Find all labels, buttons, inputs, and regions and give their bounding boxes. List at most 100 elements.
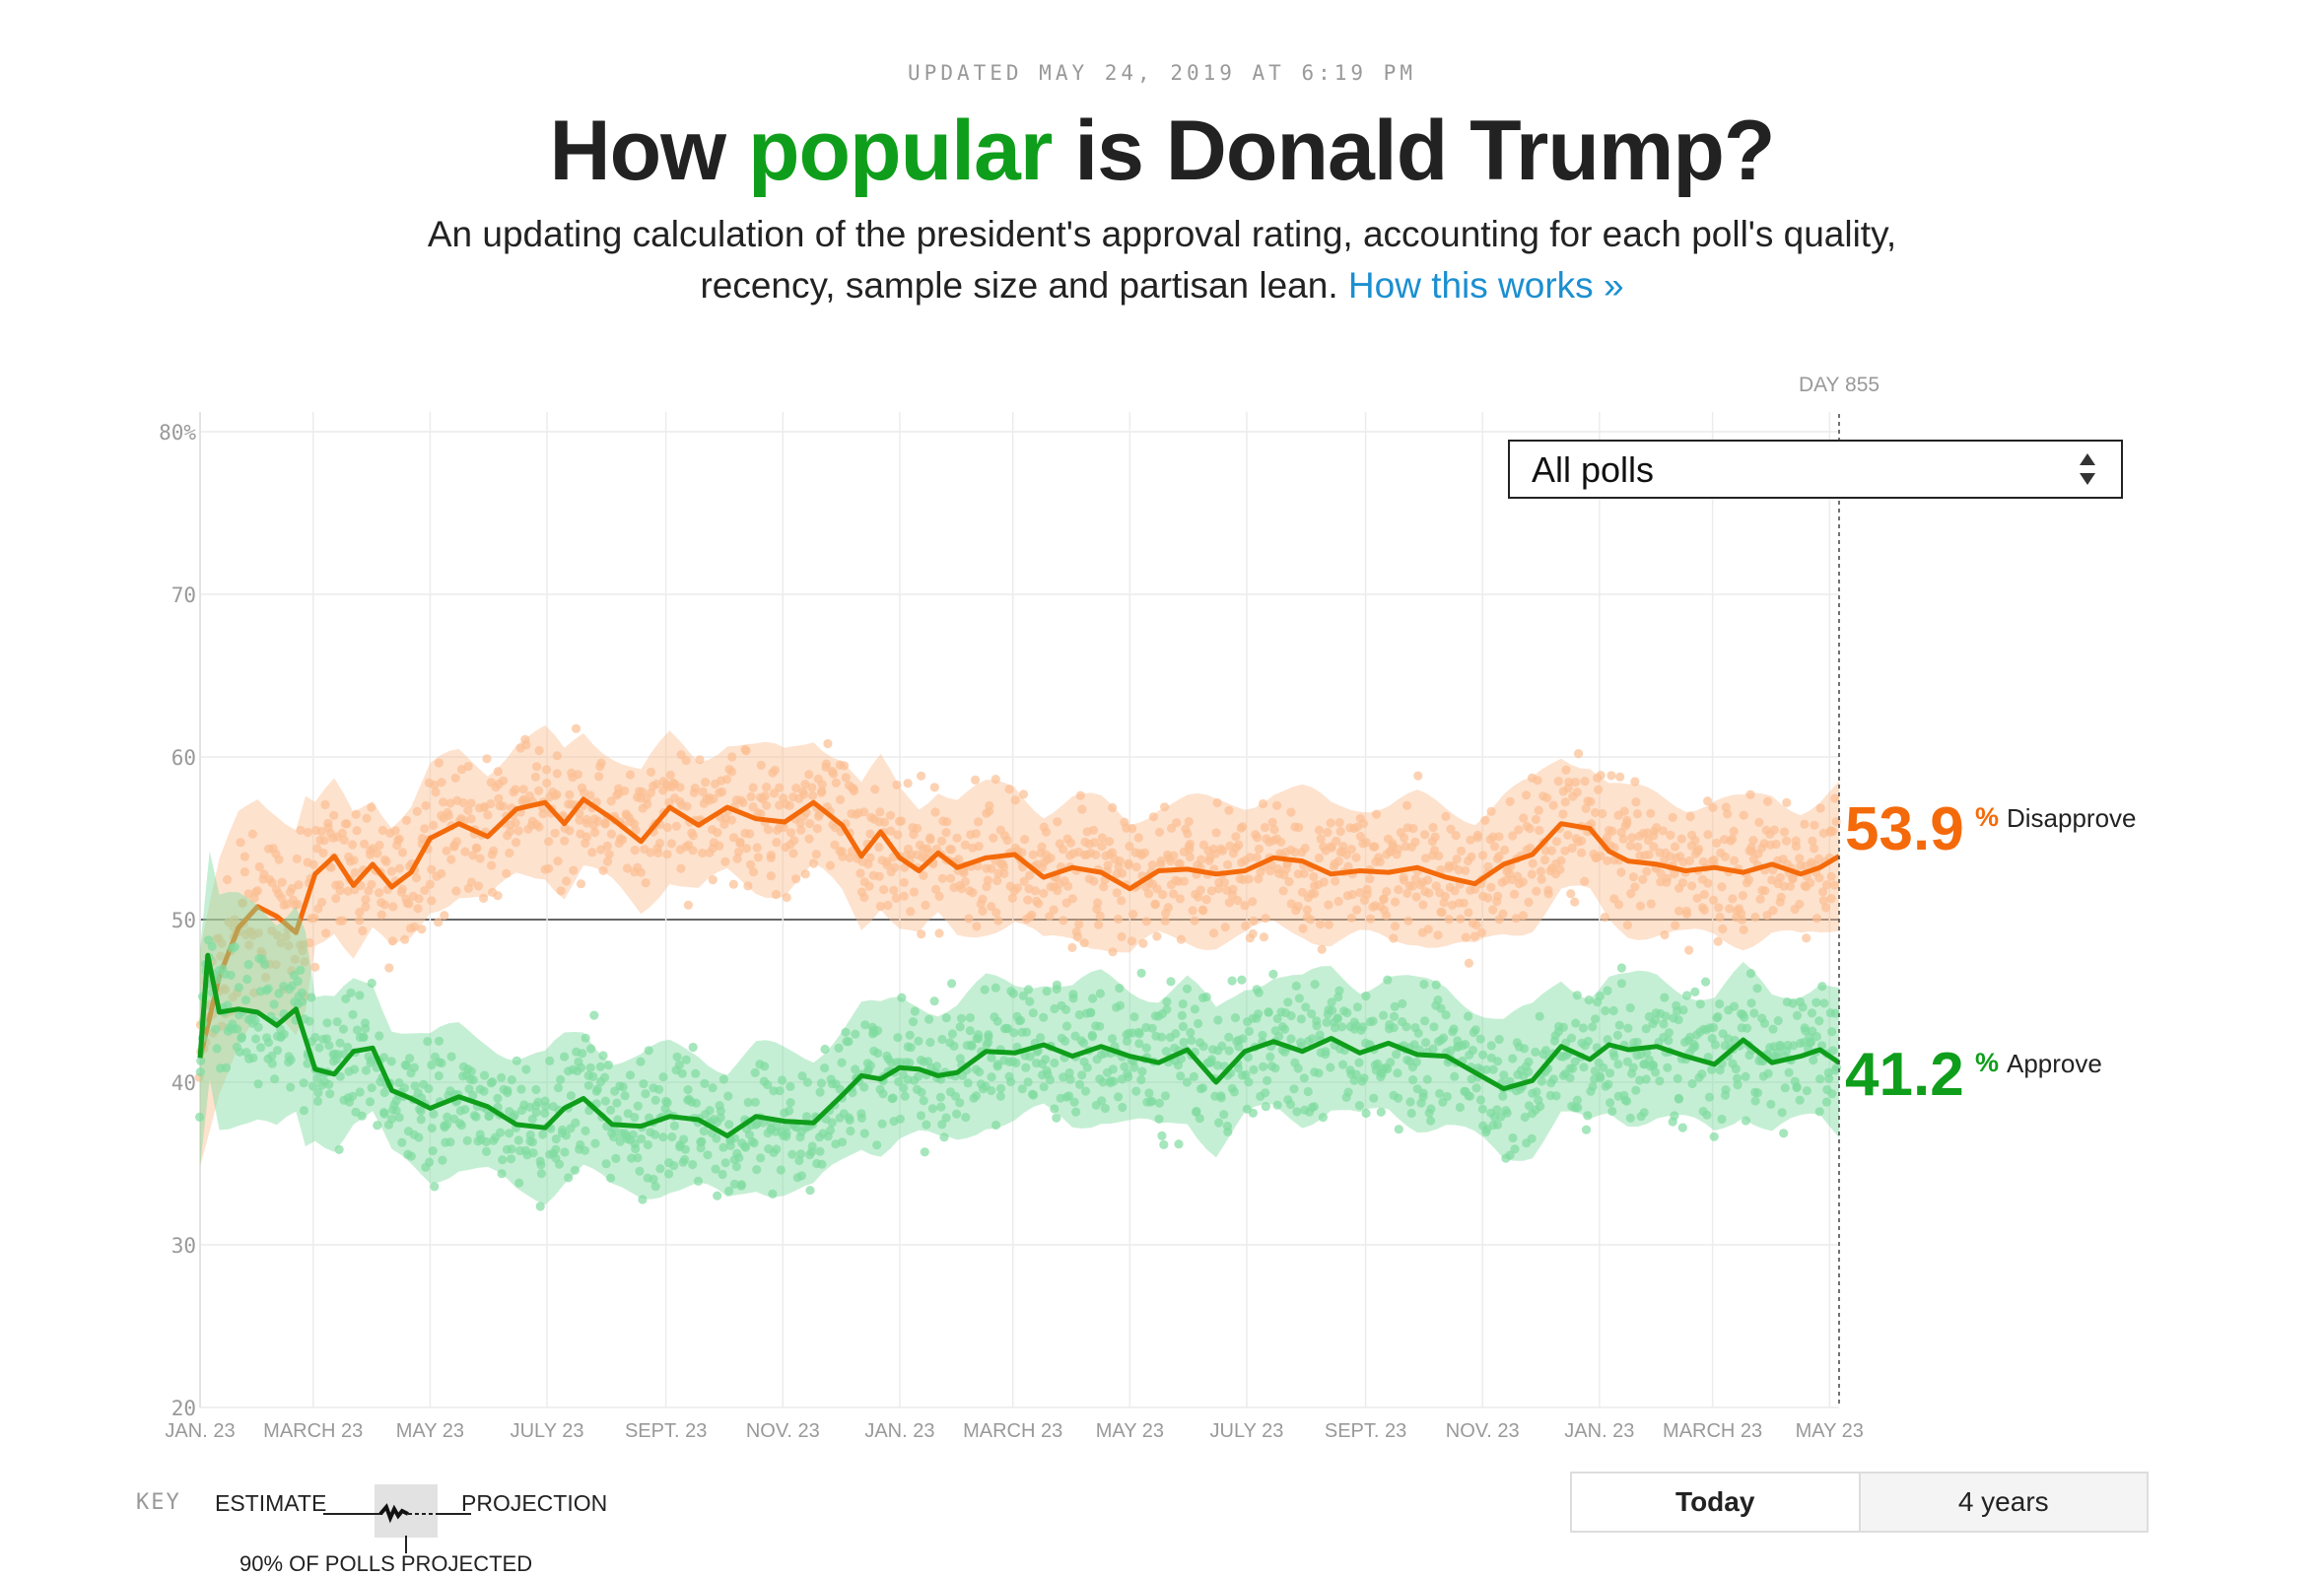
poll-dot [1355, 832, 1365, 842]
poll-dot [516, 1105, 527, 1116]
poll-filter-dropdown[interactable]: All polls [1508, 440, 2123, 499]
poll-dot [1254, 844, 1264, 855]
poll-dot [387, 1114, 397, 1124]
poll-dot [1739, 810, 1748, 820]
poll-dot [1586, 1086, 1596, 1096]
poll-dot [1392, 1050, 1401, 1060]
poll-dot [236, 838, 245, 848]
poll-dot [585, 1063, 595, 1072]
poll-dot [1241, 921, 1251, 931]
poll-dot [1690, 1042, 1700, 1052]
poll-dot [434, 1036, 444, 1046]
poll-dot [1109, 1076, 1119, 1086]
poll-dot [831, 778, 841, 788]
poll-dot [397, 884, 407, 894]
poll-dot [672, 1052, 682, 1062]
toggle-4-years[interactable]: 4 years [1858, 1474, 2147, 1531]
poll-dot [1022, 1027, 1032, 1037]
poll-dot [1150, 899, 1160, 910]
poll-dot [760, 1062, 770, 1071]
poll-dot [211, 1024, 221, 1034]
poll-dot [1580, 876, 1590, 886]
poll-dot [1253, 1009, 1264, 1019]
poll-dot [475, 1130, 485, 1139]
poll-dot [1213, 1061, 1223, 1070]
poll-dot [404, 899, 414, 909]
poll-dot [272, 930, 282, 940]
poll-dot [974, 1030, 984, 1040]
poll-dot [1577, 848, 1587, 857]
poll-dot [599, 1072, 610, 1082]
poll-dot [1670, 842, 1680, 852]
poll-dot [1178, 999, 1188, 1009]
poll-dot [644, 1046, 653, 1056]
poll-dot [1315, 920, 1326, 929]
poll-dot [1263, 1075, 1272, 1085]
poll-dot [1737, 915, 1747, 925]
poll-dot [1527, 1133, 1537, 1143]
poll-dot [1393, 844, 1403, 855]
poll-dot [1063, 881, 1073, 891]
poll-dot [625, 1070, 636, 1080]
poll-dot [1358, 1022, 1368, 1032]
poll-dot [827, 1118, 837, 1128]
poll-dot [1670, 1111, 1679, 1121]
poll-dot [255, 1043, 266, 1053]
poll-dot [603, 1060, 614, 1070]
poll-dot [1115, 984, 1125, 994]
poll-dot [1492, 1105, 1502, 1115]
poll-dot [373, 849, 382, 858]
poll-dot [412, 806, 422, 816]
x-tick-label: MARCH 23 [1663, 1420, 1762, 1442]
poll-dot [630, 1113, 640, 1123]
poll-dot [585, 790, 595, 800]
poll-dot [409, 1063, 419, 1072]
poll-dot [1525, 843, 1536, 853]
poll-dot [196, 1056, 206, 1065]
poll-dot [1604, 1079, 1613, 1089]
poll-dot [1080, 1086, 1091, 1096]
poll-dot [1007, 893, 1017, 903]
poll-dot [1369, 1093, 1379, 1103]
poll-dot [1600, 913, 1609, 923]
poll-dot [1690, 987, 1700, 997]
poll-dot [691, 1098, 702, 1108]
poll-dot [675, 783, 685, 792]
poll-dot [1025, 996, 1035, 1006]
poll-dot [1368, 1016, 1378, 1026]
poll-dot [493, 891, 503, 901]
poll-dot [355, 907, 365, 918]
key-estimate-projection-icon [323, 1484, 471, 1553]
poll-dot [1074, 1079, 1085, 1089]
poll-dot [1312, 1016, 1322, 1026]
poll-dot [1695, 999, 1705, 1009]
poll-dot [367, 1083, 376, 1093]
poll-dot [646, 767, 656, 778]
poll-dot [329, 810, 339, 820]
time-range-toggle: Today 4 years [1570, 1472, 2149, 1533]
poll-dot [1336, 1022, 1347, 1032]
poll-dot [1630, 882, 1640, 892]
poll-dot [305, 937, 314, 948]
title-before: How [549, 103, 748, 198]
poll-dot [1635, 901, 1646, 911]
poll-dot [1759, 1018, 1770, 1028]
poll-dot [1704, 1092, 1715, 1102]
poll-dot [664, 1169, 674, 1179]
toggle-today[interactable]: Today [1572, 1474, 1859, 1531]
poll-dot [1333, 857, 1343, 866]
poll-dot [713, 1191, 722, 1200]
poll-dot [1137, 1066, 1147, 1076]
poll-dot [1468, 1045, 1477, 1056]
poll-dot [1646, 899, 1656, 909]
poll-dot [1131, 862, 1141, 872]
poll-dot [681, 1055, 691, 1064]
poll-dot [1050, 1003, 1059, 1014]
poll-dot [691, 1068, 701, 1078]
poll-dot [1127, 936, 1136, 946]
poll-dot [1627, 833, 1637, 843]
how-this-works-link[interactable]: How this works » [1347, 265, 1624, 306]
poll-dot [1134, 1029, 1144, 1039]
poll-dot [917, 771, 926, 781]
poll-dot [711, 1164, 720, 1174]
